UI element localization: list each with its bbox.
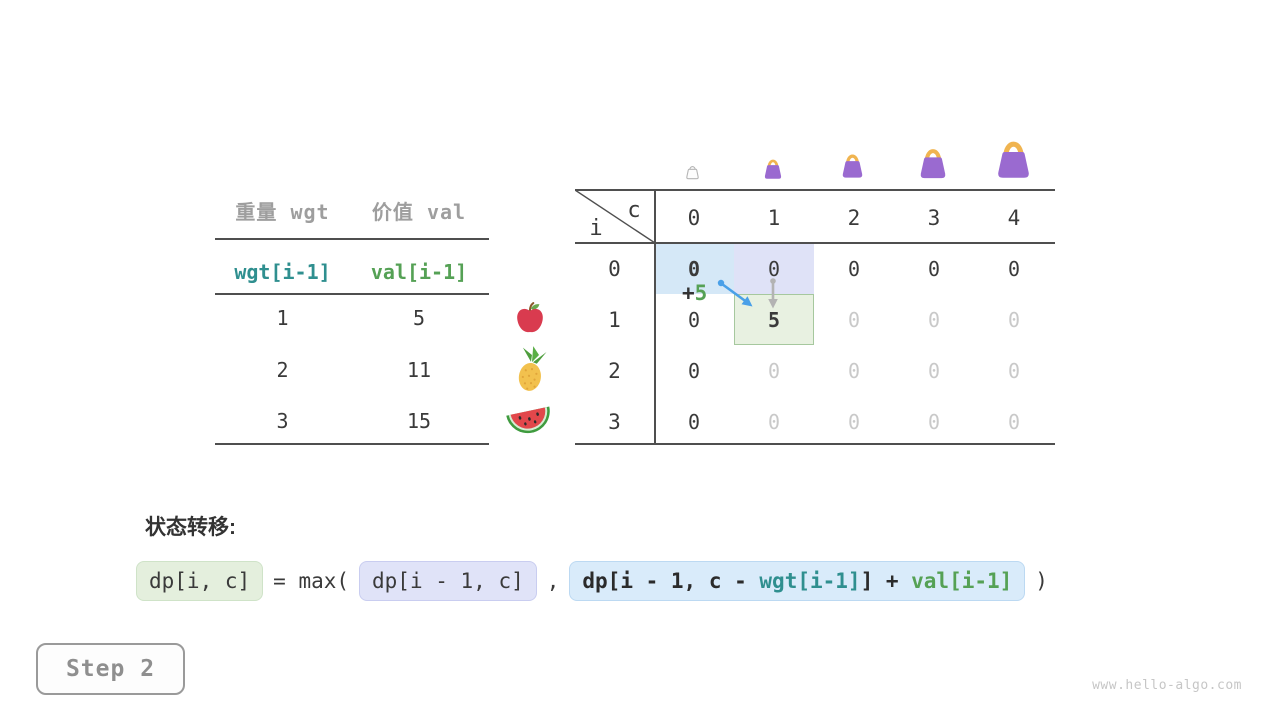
item-1-weight: 1 [276, 306, 289, 330]
dp-cell-2-2: 0 [847, 359, 861, 383]
dp-table-rule-header [575, 242, 1055, 244]
formula-arg2-prefix: dp[i - 1, c - [582, 569, 760, 593]
dp-axis-row-label: i [589, 216, 603, 241]
item-1-value: 5 [412, 306, 426, 330]
dp-cell-2-3: 0 [927, 359, 941, 383]
formula-arg2-wgt: wgt[i-1] [759, 569, 861, 593]
dp-row-label-0: 0 [608, 257, 621, 281]
dp-row-label-1: 1 [608, 308, 621, 332]
formula-close-paren: ) [1035, 569, 1048, 593]
bag-1-icon [761, 155, 785, 180]
items-symbol-val: val[i-1] [370, 260, 468, 284]
dp-cell-1-0: 0 [687, 308, 701, 332]
state-transition-formula: dp[i, c] = max( dp[i - 1, c] , dp[i - 1,… [136, 561, 1058, 601]
dp-col-label-2: 2 [847, 206, 861, 230]
dp-cell-0-3: 0 [927, 257, 941, 281]
dp-cell-3-3: 0 [927, 410, 941, 434]
transition-arrow-down-icon [765, 277, 781, 311]
dp-table-rule-bottom [575, 443, 1055, 445]
dp-cell-1-2: 0 [847, 308, 861, 332]
dp-axis-col-label: c [627, 198, 641, 223]
dp-col-label-1: 1 [767, 206, 781, 230]
dp-row-label-3: 3 [608, 410, 621, 434]
dp-cell-3-4: 0 [1007, 410, 1021, 434]
dp-cell-0-0: 0 [687, 257, 701, 281]
add-value-annotation: +5 [682, 280, 707, 306]
items-symbol-wgt: wgt[i-1] [234, 260, 331, 284]
item-3-weight: 3 [276, 409, 289, 433]
dp-row-label-2: 2 [608, 359, 621, 383]
dp-col-label-4: 4 [1007, 206, 1021, 230]
formula-comma: , [546, 569, 560, 593]
state-transition-label: 状态转移: [145, 516, 236, 539]
plus-value: 5 [694, 281, 708, 305]
plus-sign: + [682, 281, 695, 305]
dp-col-label-0: 0 [687, 206, 701, 230]
transition-arrow-diagonal-icon [714, 277, 756, 311]
items-header-weight: 重量 wgt [235, 200, 330, 224]
dp-col-label-3: 3 [927, 206, 941, 230]
dp-cell-0-2: 0 [847, 257, 861, 281]
formula-equals-max: = max( [273, 569, 350, 593]
dp-table-rule-vertical [654, 189, 656, 445]
formula-arg1: dp[i - 1, c] [359, 561, 537, 601]
dp-table-rule-top [575, 189, 1055, 191]
step-indicator-button[interactable]: Step 2 [36, 643, 185, 695]
dp-cell-1-1: 5 [767, 308, 781, 332]
pineapple-icon [511, 345, 551, 393]
apple-icon [513, 301, 547, 335]
dp-cell-2-0: 0 [687, 359, 701, 383]
dp-cell-3-1: 0 [767, 410, 781, 434]
dp-cell-0-4: 0 [1007, 257, 1021, 281]
dp-cell-3-2: 0 [847, 410, 861, 434]
formula-lhs: dp[i, c] [136, 561, 264, 601]
dp-cell-0-1: 0 [767, 257, 781, 281]
dp-cell-3-0: 0 [687, 410, 701, 434]
item-3-value: 15 [406, 409, 432, 433]
watermelon-icon [505, 403, 553, 439]
item-2-weight: 2 [276, 358, 289, 382]
items-header-value: 价值 val [371, 200, 467, 224]
bag-4-icon [991, 133, 1036, 180]
watermark: www.hello-algo.com [1092, 678, 1242, 693]
items-table-rule-top [215, 238, 489, 240]
formula-arg2-val: val[i-1] [911, 569, 1013, 593]
item-2-value: 11 [406, 358, 432, 382]
dp-cell-2-1: 0 [767, 359, 781, 383]
items-table-rule-mid [215, 293, 489, 295]
bag-empty-icon [684, 162, 701, 180]
dp-cell-1-4: 0 [1007, 308, 1021, 332]
bag-2-icon [838, 149, 867, 179]
dp-cell-1-3: 0 [927, 308, 941, 332]
dp-cell-2-4: 0 [1007, 359, 1021, 383]
dp-corner-diagonal [575, 190, 655, 243]
formula-arg2: dp[i - 1, c - wgt[i-1]] + val[i-1] [569, 561, 1026, 601]
bag-3-icon [915, 142, 951, 180]
formula-arg2-plus: ] + [860, 569, 912, 593]
items-table-rule-bottom [215, 443, 489, 445]
